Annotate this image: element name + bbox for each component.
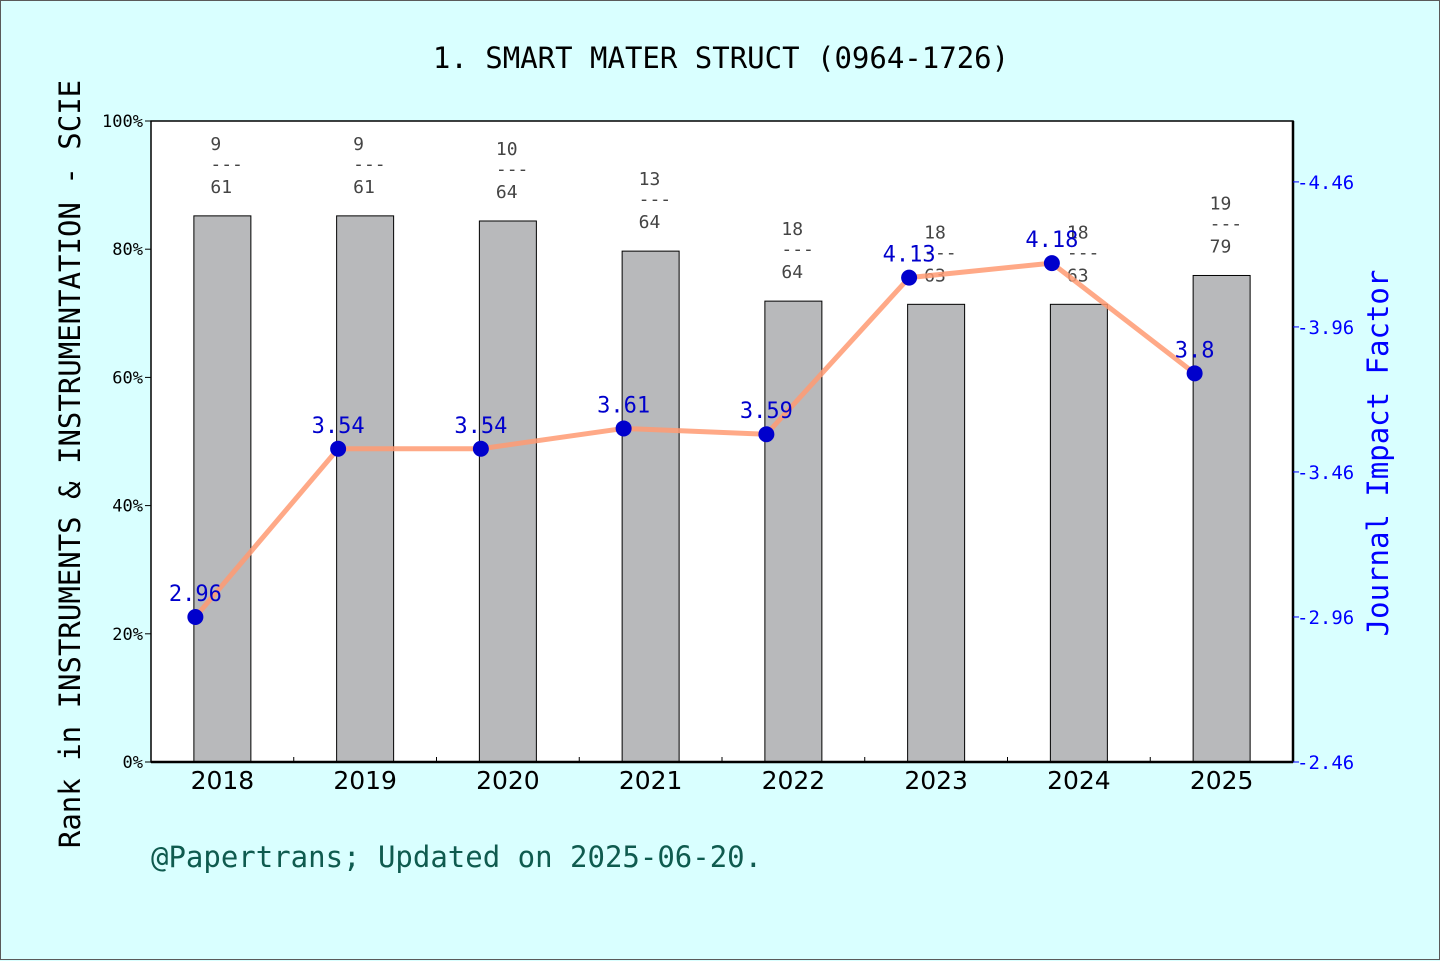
impact-factor-label-2018: 2.96 bbox=[169, 582, 222, 607]
y-tick-label-2: 40% bbox=[112, 497, 143, 517]
impact-factor-point-2023 bbox=[901, 269, 918, 286]
impact-factor-label-2021: 3.61 bbox=[597, 393, 650, 418]
x-tick-label-2024: 2024 bbox=[1047, 766, 1111, 795]
y2-tick-label-3: -3.96 bbox=[1297, 317, 1354, 339]
bar-2021 bbox=[621, 250, 680, 763]
bar-2025 bbox=[1192, 274, 1251, 763]
rank-divider-2021: --- bbox=[639, 189, 672, 210]
rank-divider-2023: --- bbox=[924, 242, 957, 263]
bar-2018 bbox=[193, 215, 252, 763]
bar-2023 bbox=[907, 303, 966, 763]
y-axis-label: Rank in INSTRUMENTS & INSTRUMENTATION - … bbox=[53, 80, 87, 848]
impact-factor-point-2018 bbox=[187, 608, 204, 625]
rank-divider-2018: --- bbox=[210, 154, 243, 175]
impact-factor-point-2019 bbox=[330, 440, 347, 457]
rank-total-2019: 61 bbox=[353, 177, 375, 198]
rank-divider-2020: --- bbox=[496, 159, 529, 180]
footer-note: @Papertrans; Updated on 2025-06-20. bbox=[151, 840, 762, 874]
rank-divider-2022: --- bbox=[781, 239, 814, 260]
y2-axis-label: Journal Impact Factor bbox=[1361, 270, 1395, 637]
impact-factor-point-2025 bbox=[1186, 365, 1203, 382]
rank-total-2022: 64 bbox=[781, 262, 803, 283]
impact-factor-label-2020: 3.54 bbox=[454, 414, 507, 439]
bar-2024 bbox=[1049, 303, 1108, 763]
rank-label-2025: 19 bbox=[1210, 193, 1232, 214]
rank-total-2025: 79 bbox=[1210, 236, 1232, 257]
impact-factor-label-2025: 3.8 bbox=[1175, 338, 1215, 363]
x-tick-label-2021: 2021 bbox=[619, 766, 683, 795]
rank-label-2022: 18 bbox=[781, 219, 803, 240]
y-tick-label-0: 0% bbox=[123, 753, 143, 773]
impact-factor-point-2024 bbox=[1043, 255, 1060, 272]
y2-tick-label-2: -3.46 bbox=[1297, 462, 1354, 484]
impact-factor-line bbox=[193, 260, 1197, 619]
impact-factor-point-2020 bbox=[472, 440, 489, 457]
impact-factor-label-2022: 3.59 bbox=[740, 399, 793, 424]
impact-factor-point-2022 bbox=[758, 426, 775, 443]
y-tick-label-4: 80% bbox=[112, 240, 143, 260]
impact-factor-label-2019: 3.54 bbox=[312, 414, 365, 439]
rank-total-2021: 64 bbox=[639, 212, 661, 233]
x-tick-label-2022: 2022 bbox=[762, 766, 826, 795]
impact-factor-label-2023: 4.13 bbox=[883, 243, 936, 268]
x-tick-label-2018: 2018 bbox=[191, 766, 255, 795]
y2-tick-label-1: -2.96 bbox=[1297, 607, 1354, 629]
rank-divider-2019: --- bbox=[353, 154, 386, 175]
y-tick-label-5: 100% bbox=[102, 112, 143, 132]
bar-2020 bbox=[478, 220, 537, 763]
y2-tick-label-0: -2.46 bbox=[1297, 752, 1354, 774]
y-tick-label-3: 60% bbox=[112, 368, 143, 388]
x-tick-label-2019: 2019 bbox=[333, 766, 397, 795]
bar-2022 bbox=[764, 300, 823, 763]
rank-total-2020: 64 bbox=[496, 182, 518, 203]
rank-label-2021: 13 bbox=[639, 169, 661, 190]
y-tick-label-1: 20% bbox=[112, 625, 143, 645]
rank-divider-2025: --- bbox=[1210, 213, 1243, 234]
rank-label-2020: 10 bbox=[496, 139, 518, 160]
rank-label-2023: 18 bbox=[924, 222, 946, 243]
rank-total-2018: 61 bbox=[210, 177, 232, 198]
rank-divider-2024: --- bbox=[1067, 242, 1100, 263]
x-tick-label-2020: 2020 bbox=[476, 766, 540, 795]
y2-tick-label-4: -4.46 bbox=[1297, 172, 1354, 194]
chart-title: 1. SMART MATER STRUCT (0964-1726) bbox=[433, 41, 1009, 75]
rank-label-2024: 18 bbox=[1067, 222, 1089, 243]
impact-factor-label-2024: 4.18 bbox=[1025, 228, 1078, 253]
bar-2019 bbox=[336, 215, 395, 763]
plot-area bbox=[151, 121, 1293, 762]
x-tick-label-2025: 2025 bbox=[1190, 766, 1254, 795]
rank-label-2019: 9 bbox=[353, 134, 364, 155]
rank-label-2018: 9 bbox=[210, 134, 221, 155]
x-tick-label-2023: 2023 bbox=[904, 766, 968, 795]
impact-factor-point-2021 bbox=[615, 420, 632, 437]
